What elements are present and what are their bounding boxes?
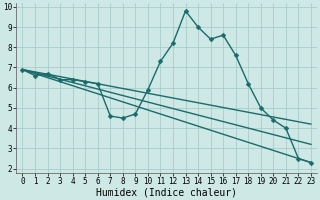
X-axis label: Humidex (Indice chaleur): Humidex (Indice chaleur) (96, 187, 237, 197)
